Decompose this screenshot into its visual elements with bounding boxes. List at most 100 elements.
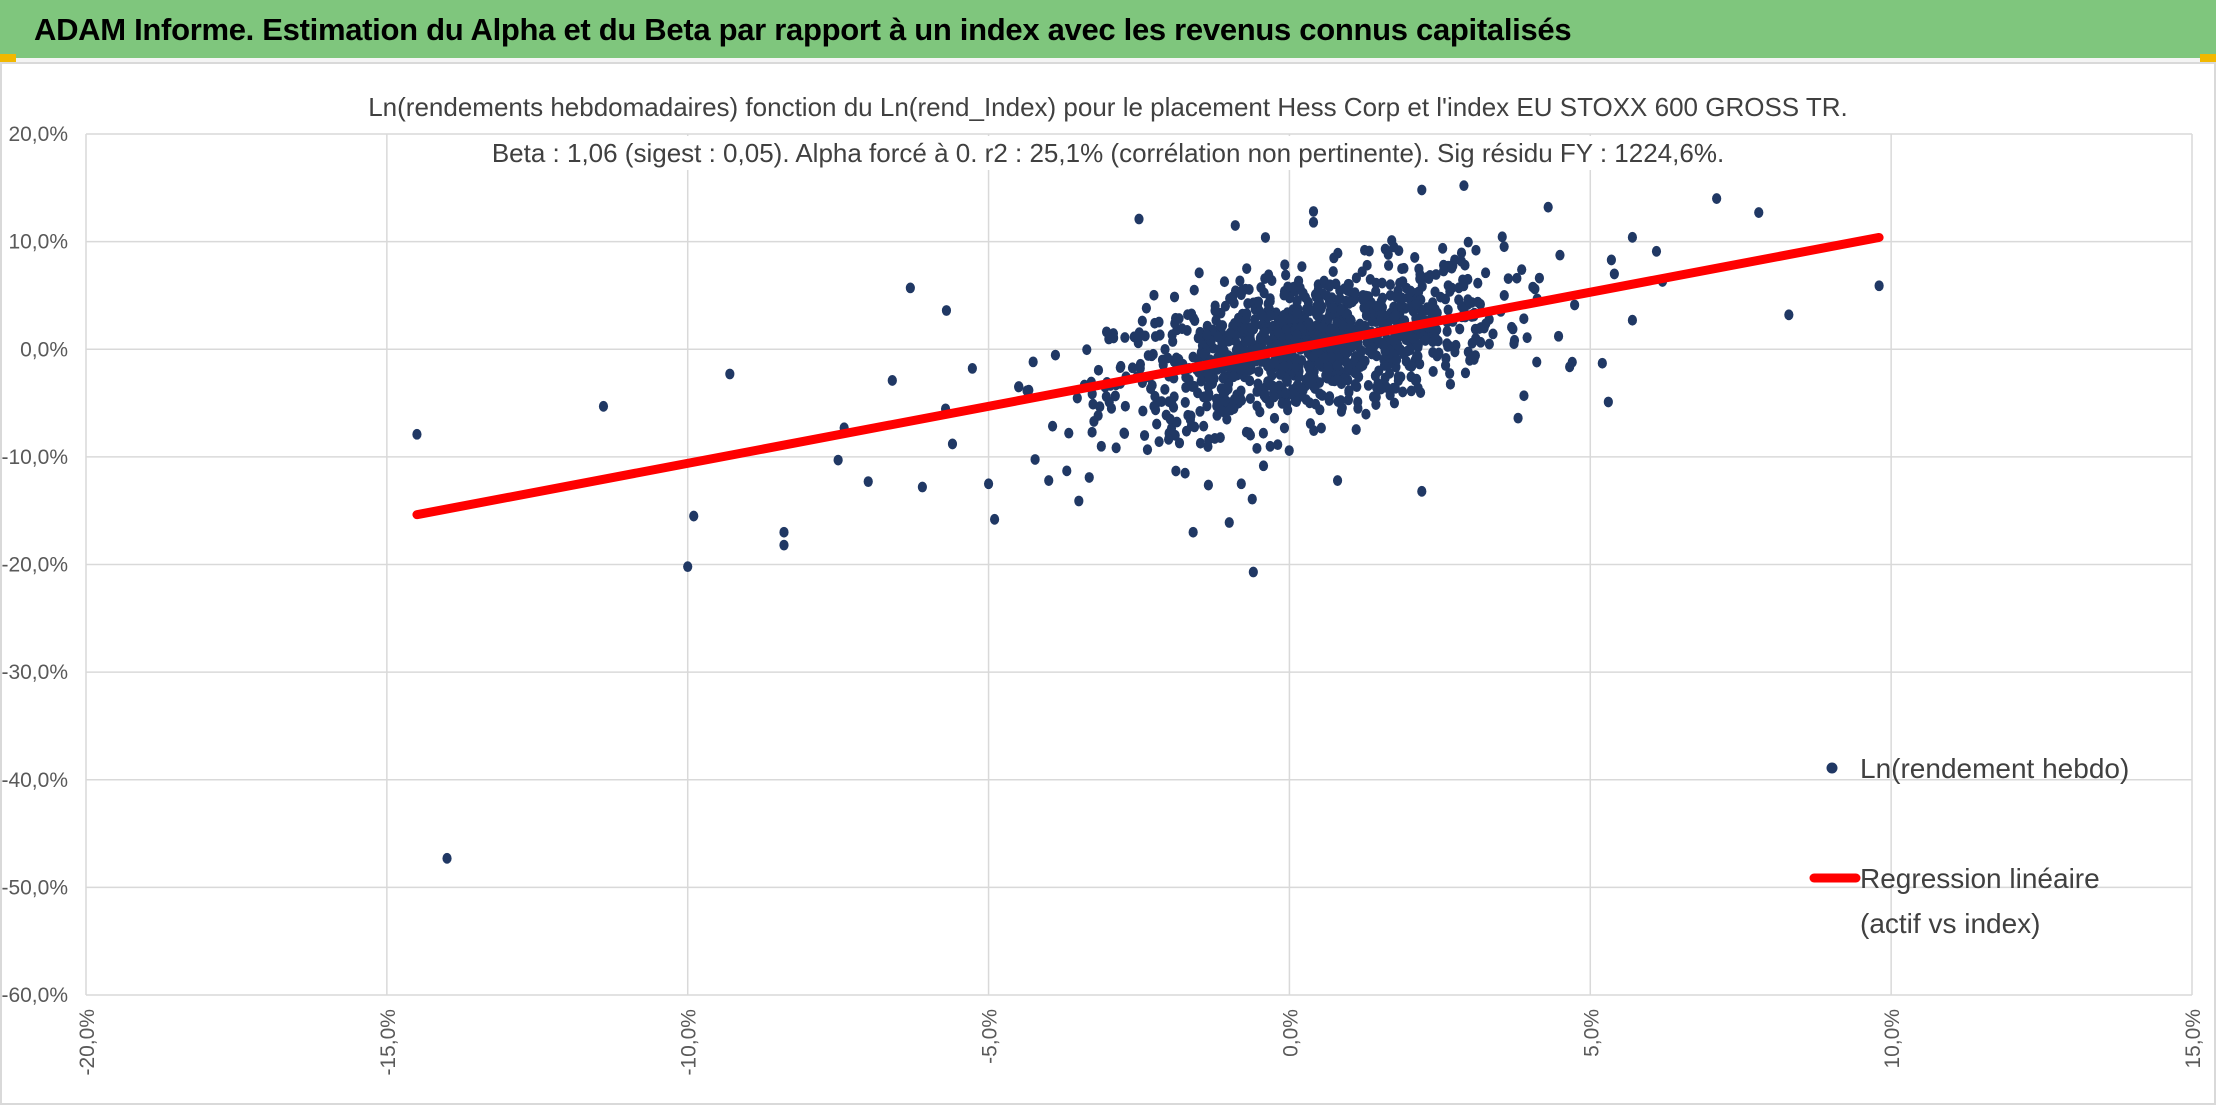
data-point xyxy=(1241,426,1252,438)
data-point xyxy=(1257,310,1267,321)
data-point xyxy=(1376,296,1386,307)
data-point xyxy=(1258,460,1269,472)
y-tick-label: -50,0% xyxy=(2,876,68,899)
x-tick-label: -15,0% xyxy=(377,1009,400,1076)
data-point xyxy=(1534,272,1544,284)
data-point xyxy=(1253,296,1264,308)
data-point xyxy=(1236,363,1246,375)
data-point xyxy=(1396,371,1406,383)
data-point xyxy=(1335,293,1345,304)
data-point xyxy=(1471,244,1481,256)
data-point xyxy=(1411,299,1421,310)
data-point xyxy=(1322,372,1332,384)
data-point xyxy=(1235,275,1245,287)
data-point xyxy=(1315,404,1325,416)
report-title: ADAM Informe. Estimation du Alpha et du … xyxy=(34,12,1572,47)
data-point xyxy=(1410,252,1420,263)
data-point xyxy=(1182,325,1192,336)
data-point xyxy=(967,362,977,374)
data-point xyxy=(1047,420,1058,432)
data-point xyxy=(1308,216,1319,228)
title-background xyxy=(362,90,1854,124)
data-point xyxy=(1336,304,1346,316)
data-point xyxy=(1455,323,1465,335)
data-point xyxy=(1392,291,1402,303)
data-point xyxy=(1517,264,1527,276)
data-point xyxy=(1316,422,1326,434)
data-point xyxy=(1174,437,1185,449)
data-point xyxy=(1442,338,1452,350)
data-point xyxy=(947,438,958,450)
data-point xyxy=(1171,465,1181,477)
data-point xyxy=(1140,330,1150,342)
data-point xyxy=(1344,386,1354,398)
data-point xyxy=(1279,289,1289,301)
data-point xyxy=(1353,402,1363,414)
data-point xyxy=(1149,400,1159,412)
data-point xyxy=(1651,245,1662,257)
data-point xyxy=(1142,444,1153,456)
data-point xyxy=(1509,338,1519,350)
data-point xyxy=(1259,390,1269,401)
data-point xyxy=(1110,390,1120,402)
data-point xyxy=(1378,339,1388,351)
data-point xyxy=(1383,260,1394,271)
data-point xyxy=(779,539,789,551)
data-point xyxy=(1417,184,1427,196)
data-point xyxy=(1216,320,1226,331)
y-tick-label: -40,0% xyxy=(2,769,68,792)
data-point xyxy=(1447,262,1457,274)
data-point xyxy=(1389,397,1400,409)
legend-label-line: Regression linéaire xyxy=(1860,863,2100,894)
data-point xyxy=(1074,495,1084,507)
data-point xyxy=(1224,517,1234,528)
data-point xyxy=(1141,302,1151,314)
data-point xyxy=(1062,465,1072,477)
data-point xyxy=(1281,324,1291,336)
data-point xyxy=(1324,391,1335,402)
data-point xyxy=(1218,372,1228,384)
data-point xyxy=(905,282,915,294)
data-point xyxy=(1456,247,1467,259)
data-point xyxy=(1497,231,1507,243)
data-point xyxy=(1326,352,1336,363)
data-point xyxy=(1149,289,1159,301)
data-point xyxy=(1243,335,1253,347)
data-point xyxy=(1519,313,1529,325)
data-point xyxy=(1555,249,1565,261)
data-point xyxy=(1222,381,1232,392)
data-point xyxy=(1297,261,1307,273)
x-tick-label: 15,0% xyxy=(2182,1009,2205,1069)
data-point xyxy=(1264,269,1274,281)
data-point xyxy=(1312,308,1322,320)
gridlines xyxy=(85,133,2193,996)
data-point xyxy=(1072,392,1082,404)
data-point xyxy=(1282,398,1292,410)
data-point xyxy=(1137,315,1147,327)
data-point xyxy=(1212,399,1222,411)
data-point xyxy=(1474,323,1484,334)
data-point xyxy=(1274,380,1284,392)
data-point xyxy=(1248,566,1258,578)
data-point xyxy=(1390,310,1401,321)
data-point xyxy=(1199,420,1209,432)
data-point xyxy=(1323,364,1333,376)
data-point xyxy=(1304,305,1315,317)
data-point xyxy=(1530,283,1540,295)
data-point xyxy=(1106,402,1117,414)
data-point xyxy=(1609,268,1619,280)
data-point xyxy=(1189,284,1199,296)
data-point xyxy=(1169,291,1180,303)
data-point xyxy=(1388,382,1399,394)
data-point xyxy=(1543,201,1553,213)
data-point xyxy=(1413,339,1423,351)
data-point xyxy=(1328,266,1338,277)
data-point xyxy=(1606,254,1616,266)
scatter-points xyxy=(412,180,1884,864)
data-point xyxy=(1441,353,1451,364)
legend-marker-scatter xyxy=(1826,762,1838,774)
data-point xyxy=(1154,436,1164,448)
data-point xyxy=(1361,408,1371,420)
data-point xyxy=(1376,383,1386,395)
data-point xyxy=(989,513,1000,525)
